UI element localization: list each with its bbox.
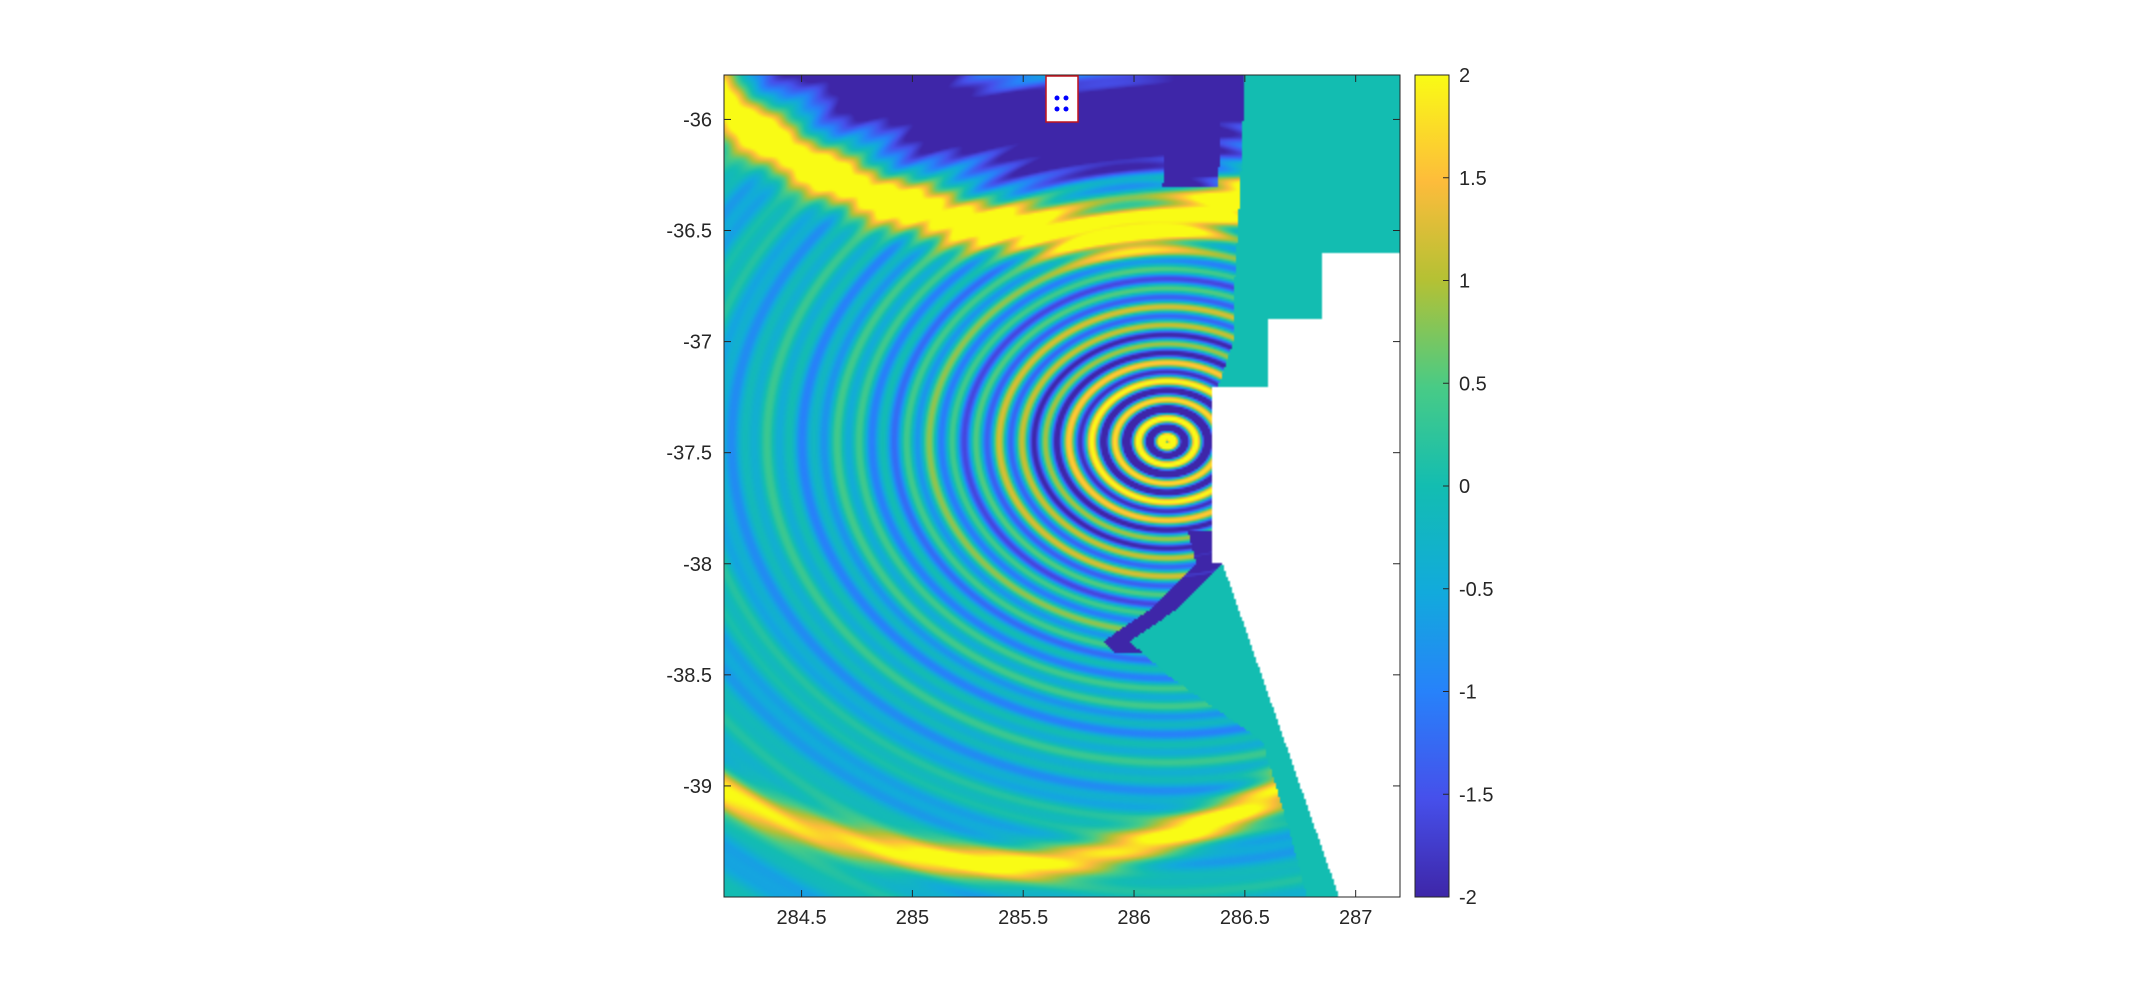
colorbar-tick-label: 0 (1459, 476, 1470, 498)
colorbar-tick-label: -1.5 (1459, 784, 1493, 806)
marker-dot (1054, 106, 1060, 112)
x-tick-label: 287 (1339, 907, 1372, 929)
y-tick-label: -36 (683, 109, 712, 131)
colorbar-tick-label: -2 (1459, 887, 1477, 909)
y-tick-label: -36.5 (666, 221, 712, 243)
y-axis: -36 -36.5 -37 -37.5 -38 -38.5 -39 (666, 109, 1400, 798)
colorbar-tick-label: -1 (1459, 682, 1477, 704)
y-tick-label: -38.5 (666, 665, 712, 687)
y-tick-label: -37.5 (666, 443, 712, 465)
marker-dot (1054, 95, 1060, 101)
y-tick-label: -39 (683, 776, 712, 798)
marker-dot (1063, 106, 1069, 112)
plot-frame (723, 74, 1401, 898)
x-tick-label: 286.5 (1220, 907, 1270, 929)
colorbar: 2 1.5 1 0.5 0 -0.5 -1 -1.5 -2 (1414, 65, 1493, 909)
colorbar-ticks: 2 1.5 1 0.5 0 -0.5 -1 -1.5 -2 (1443, 65, 1493, 909)
y-tick-label: -38 (683, 554, 712, 576)
x-tick-label: 284.5 (777, 907, 827, 929)
plot-area: 284.5 285 285.5 286 286.5 287 -36 -36.5 -37 -37.… (666, 74, 1401, 929)
tsunami-wave-heatmap (724, 75, 1400, 897)
colorbar-tick-label: -0.5 (1459, 579, 1493, 601)
y-tick-label: -37 (683, 332, 712, 354)
marker-dot (1063, 95, 1069, 101)
colorbar-tick-label: 2 (1459, 65, 1470, 87)
x-tick-label: 286 (1117, 907, 1150, 929)
x-axis: 284.5 285 285.5 286 286.5 287 (777, 75, 1372, 929)
colorbar-tick-label: 1 (1459, 271, 1470, 293)
x-tick-label: 285.5 (998, 907, 1048, 929)
source-marker-box (1045, 75, 1079, 123)
colorbar-tick-label: 0.5 (1459, 373, 1487, 395)
x-tick-label: 285 (896, 907, 929, 929)
colorbar-tick-label: 1.5 (1459, 168, 1487, 190)
marker-box-frame (1045, 75, 1079, 123)
